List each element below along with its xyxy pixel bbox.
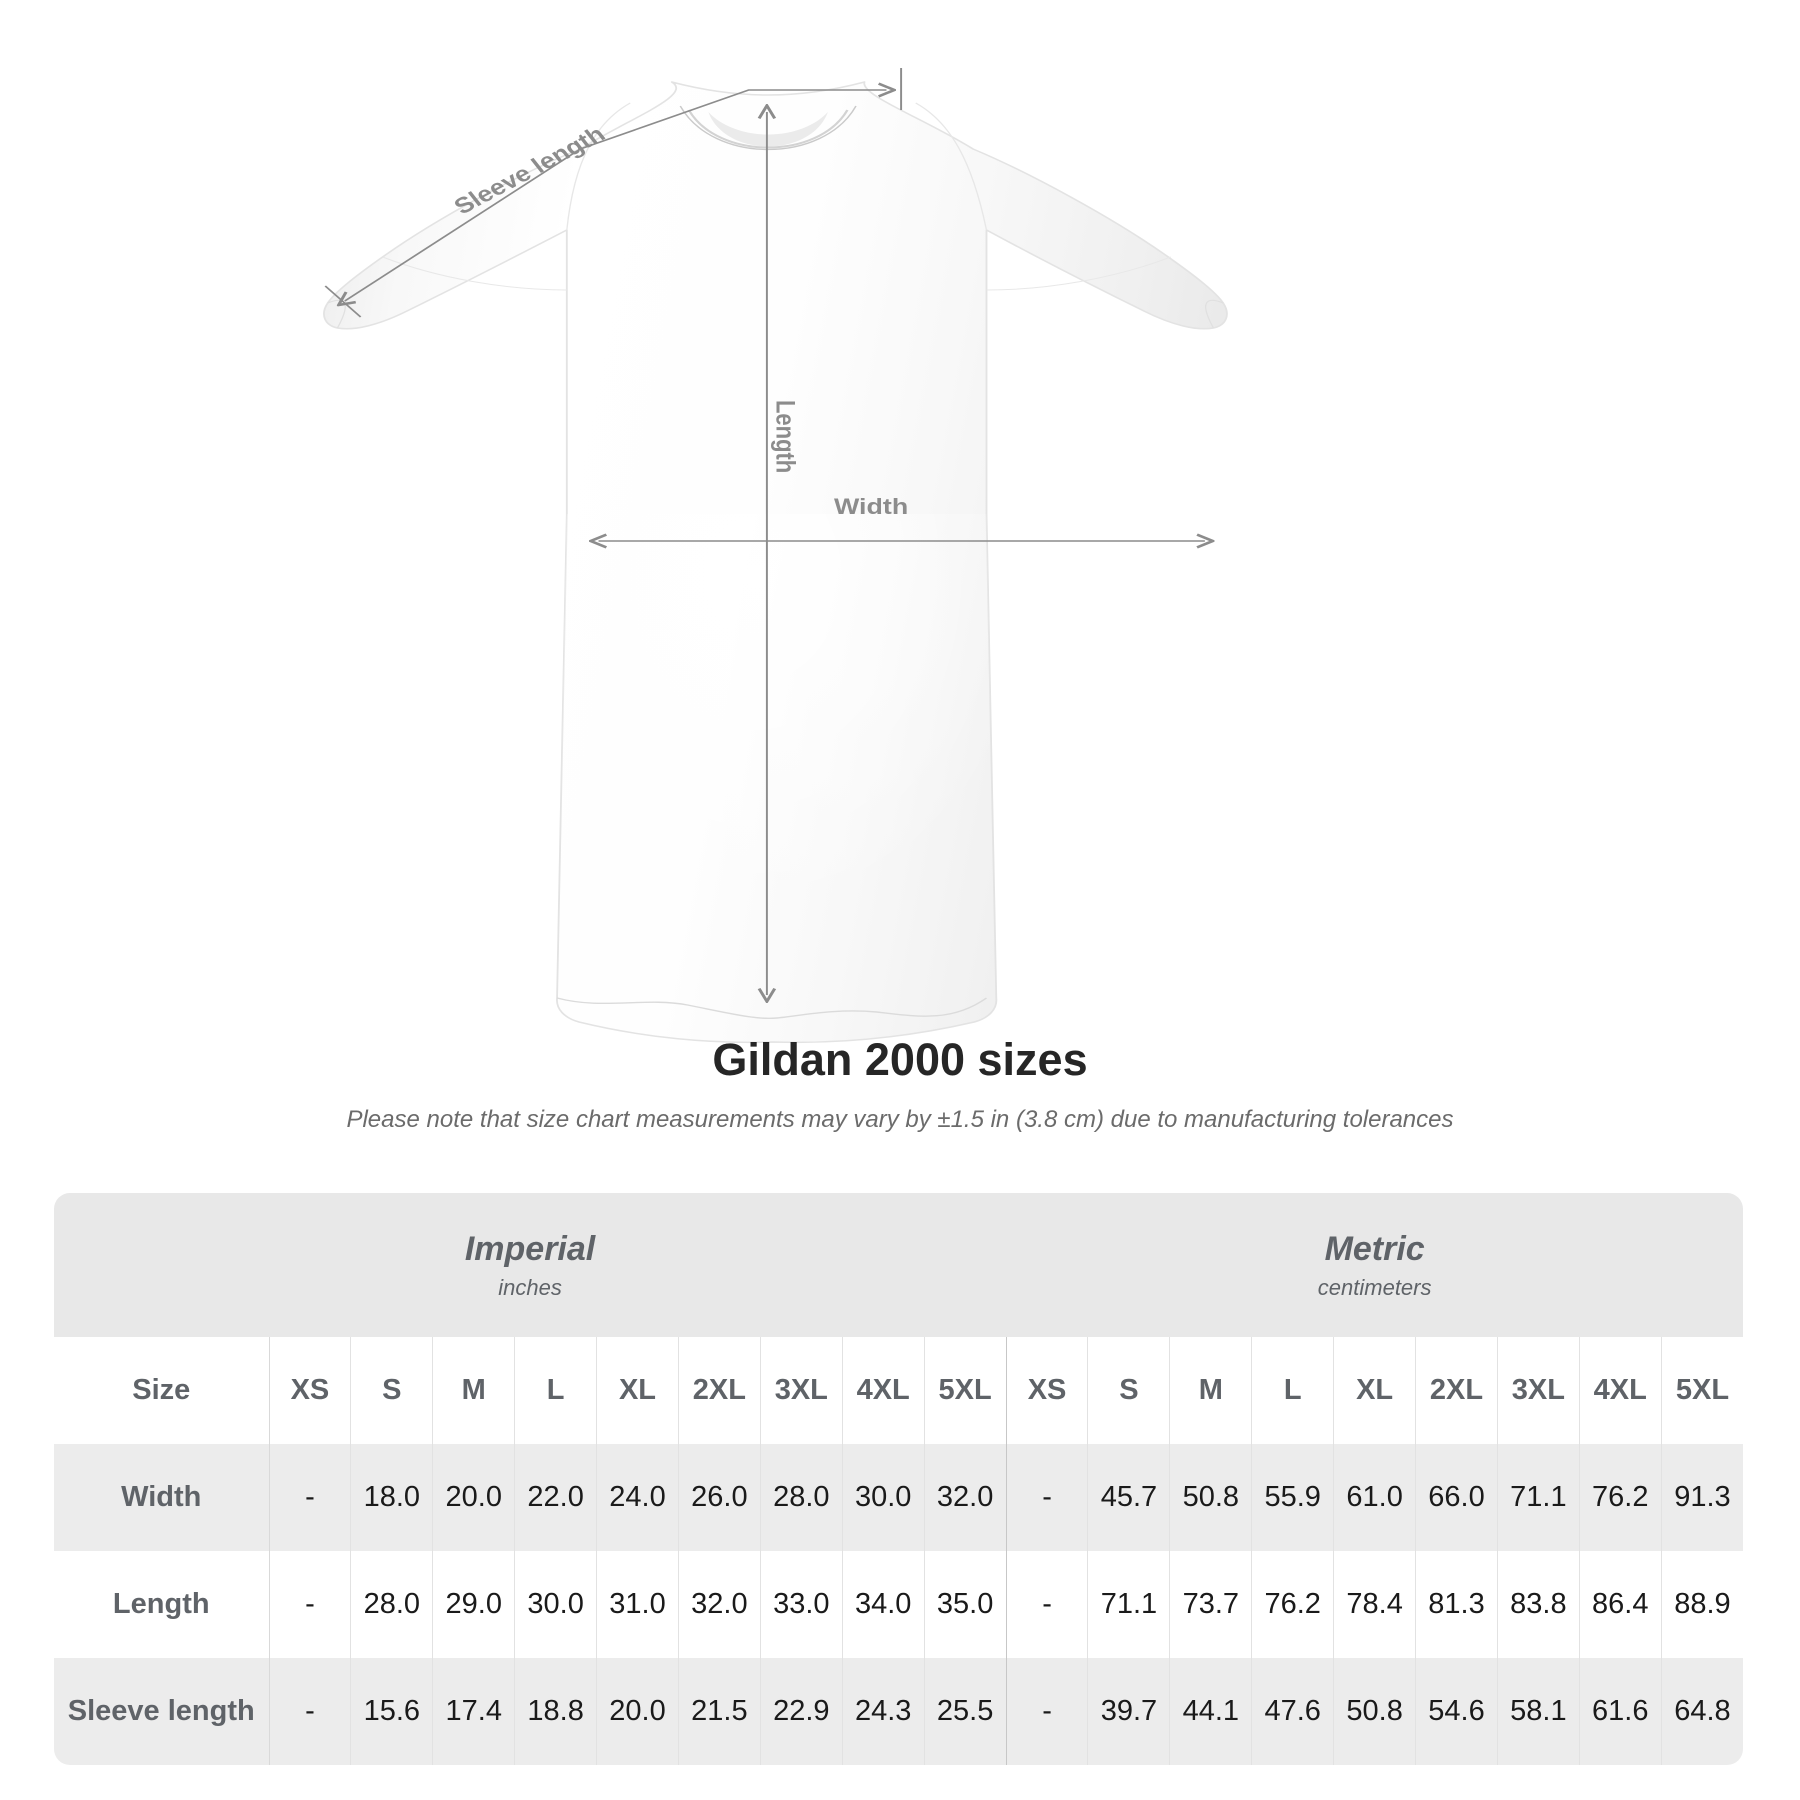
svg-text:Length: Length — [770, 400, 800, 473]
svg-text:Width: Width — [834, 495, 908, 519]
